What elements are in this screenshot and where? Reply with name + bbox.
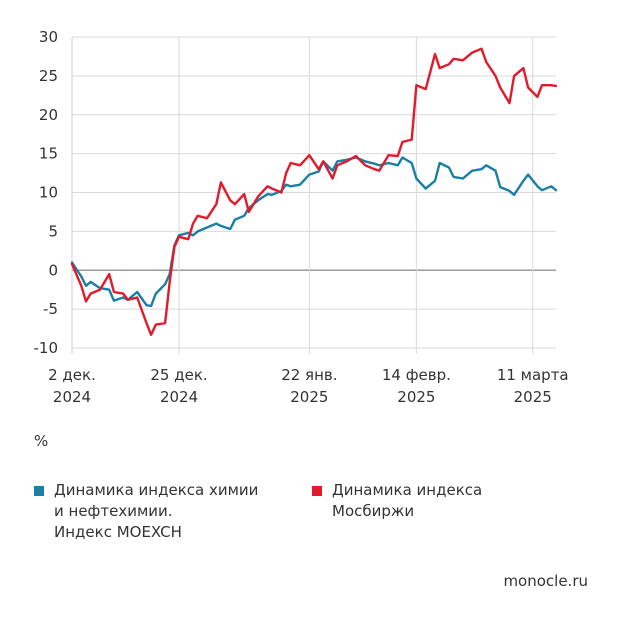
x-tick-label: 2 дек. [48, 366, 96, 384]
legend-swatch-moex [312, 486, 322, 496]
series-line-moex [70, 47, 558, 336]
x-tick-label: 14 февр. [382, 366, 451, 384]
x-tick-label: 2024 [53, 388, 91, 406]
legend-swatch-moexch [34, 486, 44, 496]
x-tick-label: 2024 [160, 388, 198, 406]
legend-label-line: Индекс MOEXCH [54, 523, 182, 541]
series-line-moexch [70, 156, 558, 308]
y-tick-label: 0 [48, 261, 58, 279]
x-tick-label: 2025 [514, 388, 552, 406]
legend-label-moexch: Динамика индекса химии и нефтехимии. Инд… [54, 480, 284, 543]
y-tick-label: 30 [39, 28, 58, 46]
legend-label-line: Динамика индекса [332, 481, 483, 499]
x-axis-tick-labels: 2 дек. 2024 25 дек. 2024 22 янв. 2025 14 февр.… [48, 366, 569, 406]
legend-label-line: Мосбиржи [332, 502, 415, 520]
legend-item-moex: Динамика индекса Мосбиржи [312, 480, 562, 522]
grid-lines [71, 36, 556, 354]
unit-label: % [34, 432, 49, 450]
series-lines [70, 47, 558, 336]
y-tick-label: 20 [39, 106, 58, 124]
y-tick-label: 15 [39, 145, 58, 163]
x-tick-label: 11 марта [497, 366, 569, 384]
legend-item-moexch: Динамика индекса химии и нефтехимии. Инд… [34, 480, 284, 543]
legend-label-moex: Динамика индекса Мосбиржи [332, 480, 562, 522]
source-label: monocle.ru [503, 572, 588, 590]
y-tick-label: -10 [34, 339, 59, 357]
y-tick-label: 10 [39, 184, 58, 202]
y-axis-tick-labels: -10 -5 0 5 10 15 20 25 30 [34, 28, 59, 357]
legend-label-line: Динамика индекса химии [54, 481, 259, 499]
y-tick-label: 25 [39, 67, 58, 85]
x-tick-label: 2025 [397, 388, 435, 406]
legend-label-line: и нефтехимии. [54, 502, 173, 520]
y-tick-label: 5 [48, 222, 58, 240]
y-tick-label: -5 [43, 300, 58, 318]
x-tick-label: 2025 [290, 388, 328, 406]
x-tick-label: 25 дек. [150, 366, 207, 384]
x-tick-label: 22 янв. [281, 366, 337, 384]
